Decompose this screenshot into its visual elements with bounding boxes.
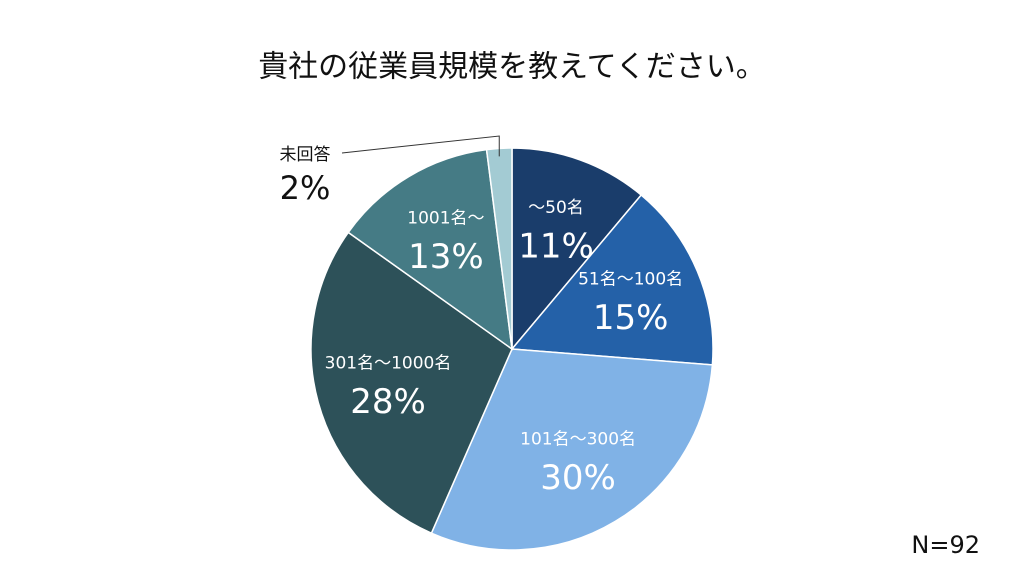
pie-slice — [511, 147, 643, 352]
chart-title: 貴社の従業員規模を教えてください。 — [258, 50, 766, 85]
value-label: 30% — [540, 458, 616, 498]
leader-line — [341, 135, 500, 157]
pie-slice — [430, 348, 714, 551]
category-label: 〜50名 — [528, 198, 584, 218]
pie-slice — [510, 193, 714, 366]
category-label: 未回答 — [280, 145, 331, 165]
category-label: 1001名〜 — [407, 209, 484, 229]
category-label: 51名〜100名 — [578, 269, 683, 289]
pie-slice — [310, 231, 513, 535]
note: N=92 — [911, 531, 980, 559]
value-label: 28% — [350, 382, 426, 422]
value-label: 15% — [593, 298, 669, 338]
value-label: 13% — [408, 237, 484, 277]
value-label: 2% — [280, 169, 331, 207]
category-label: 101名〜300名 — [520, 429, 636, 449]
category-label: 301名〜1000名 — [325, 353, 452, 373]
value-label: 11% — [518, 227, 594, 267]
pie-slice — [347, 148, 513, 351]
